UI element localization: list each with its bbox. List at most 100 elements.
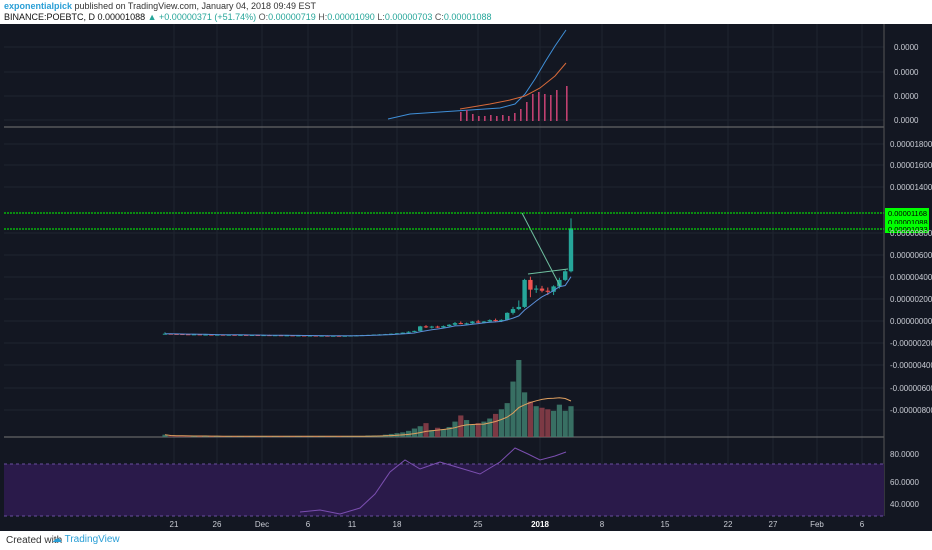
top-histogram-bar [466, 110, 468, 121]
indicator-lines [164, 29, 572, 515]
candle-body [406, 331, 411, 333]
volume-bar [429, 430, 435, 437]
volume-bar [411, 428, 417, 437]
candle-body [249, 335, 255, 336]
price-axis-labels: 0.00001800 0.00001600 0.00001400 0.00000800… [890, 43, 932, 509]
top-panel-tick-label: 0.0000 [894, 43, 919, 52]
candle-body [487, 320, 492, 322]
candle-body [464, 323, 469, 325]
volume-bar [452, 421, 458, 437]
close-value: 0.00001088 [443, 12, 492, 22]
volume-bar [446, 426, 452, 437]
candle-body [331, 335, 336, 337]
candle-body [261, 335, 266, 337]
volume-bar [493, 413, 499, 437]
volume-bar [162, 434, 168, 437]
time-tick-label: 11 [348, 520, 357, 529]
last-price: 0.00001088 [97, 12, 146, 22]
top-indicator-line-2 [459, 62, 567, 110]
level-tag-label: 0.00001033 [888, 225, 928, 234]
chart-header: exponentialpick published on TradingView… [0, 0, 932, 24]
candle-body [563, 271, 568, 280]
price-tick-label: 0.00000000 [890, 317, 932, 326]
high-value: 0.00001090 [327, 12, 375, 22]
candle-body [435, 326, 440, 328]
time-tick-label: Dec [255, 520, 269, 529]
pattern-line [527, 268, 569, 275]
candle-body [394, 333, 400, 335]
rsi-tick-label: 40.0000 [890, 500, 919, 509]
candle-body [522, 279, 527, 307]
top-histogram-bar [544, 94, 546, 121]
volume-bar [522, 392, 528, 437]
price-tick-label: -0.00000600 [890, 384, 932, 393]
volume-bar [568, 406, 574, 437]
volume-bar [562, 410, 568, 437]
top-panel-tick-label: 0.0000 [894, 116, 919, 125]
tradingview-logo[interactable]: ☁ TradingView [52, 534, 120, 545]
top-histogram-bar [556, 90, 558, 121]
top-histogram-bar [566, 86, 568, 121]
volume-bar [417, 426, 423, 437]
symbol-label[interactable]: BINANCE:POEBTC, D [4, 12, 96, 22]
candle-body [197, 334, 202, 336]
candle-body [284, 335, 289, 337]
volume-bar [214, 436, 220, 437]
created-with-text: Created with [6, 535, 63, 546]
volume-bar [527, 401, 533, 437]
volume-bar [203, 436, 209, 437]
grid-lines [4, 24, 884, 516]
top-histogram-bar [502, 115, 504, 121]
open-label: O: [258, 12, 269, 22]
level-tag [885, 224, 929, 233]
candle-body [400, 332, 405, 334]
top-histogram-bar [526, 102, 528, 121]
volume-bar [423, 423, 429, 437]
tradingview-brand-text: TradingView [64, 534, 120, 545]
candle-body [162, 333, 168, 335]
candle-body [458, 323, 463, 325]
price-tick-label: 0.00000200 [890, 295, 932, 304]
candle-body [180, 334, 185, 336]
candle-body [551, 286, 556, 292]
candle-body [441, 326, 446, 328]
time-tick-label: 22 [724, 520, 733, 529]
volume-bar [533, 406, 539, 437]
candle-body [447, 324, 452, 327]
price-tick-label: 0.00000800 [890, 229, 932, 238]
volume-bar [481, 421, 487, 437]
volume-bar [475, 423, 481, 437]
change-value: +0.00000371 (+51.74%) [159, 12, 257, 22]
volume-bar [469, 424, 475, 437]
candle-body [476, 321, 481, 323]
candle-body [539, 288, 545, 291]
volume-bar [516, 360, 522, 437]
candle-body [307, 335, 313, 337]
top-histogram-bar [538, 92, 540, 121]
rsi-band [4, 464, 884, 516]
low-value: 0.00000703 [384, 12, 433, 22]
rsi-tick-label: 60.0000 [890, 478, 919, 487]
time-tick-label: 18 [393, 520, 402, 529]
rsi-line [299, 447, 567, 515]
open-value: 0.00000719 [268, 12, 316, 22]
volume-bar [197, 436, 203, 437]
candle-body [273, 335, 278, 337]
candle-body [209, 334, 214, 336]
volume-bar [464, 420, 470, 437]
top-histogram-bar [472, 114, 474, 121]
author-name[interactable]: exponentialpick [4, 1, 73, 11]
time-tick-label: 2018 [531, 520, 549, 529]
time-axis-labels: 21 26 Dec 6 11 18 25 2018 8 15 22 27 Feb 6 [170, 520, 865, 529]
close-label: C: [434, 12, 444, 22]
level-tag-label: 0.00001168 [888, 209, 927, 218]
top-histogram-bar [490, 115, 492, 121]
time-tick-label: 6 [306, 520, 311, 529]
volume-bar [551, 410, 557, 437]
price-tick-label: 0.00000600 [890, 251, 932, 260]
top-indicator-line-1 [387, 29, 567, 120]
price-tick-label: -0.00000400 [890, 361, 932, 370]
candle-body [226, 334, 231, 336]
